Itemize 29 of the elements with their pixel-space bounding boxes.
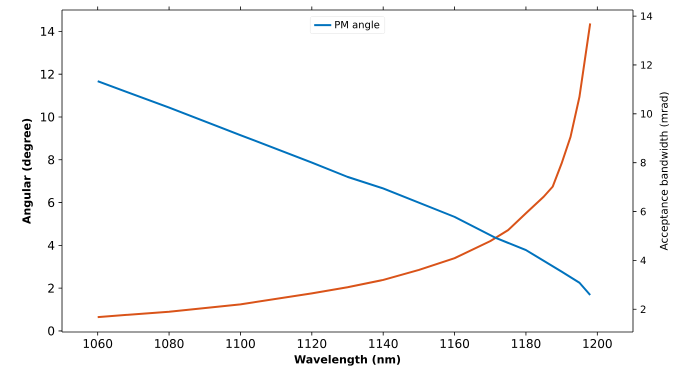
y-tick-label: 8 [48,155,54,164]
x-tick-label: 1200 [583,339,612,348]
y-tick-label: 4 [48,240,54,250]
y-tick-label: 14 [41,27,54,36]
y-tick-label: 2 [48,284,54,293]
x-tick-label: 1120 [298,339,326,348]
legend-label: PM angle [335,20,380,30]
y2-tick-label: 2 [640,306,646,313]
y2-tick-label: 12 [641,61,652,69]
line-series [96,22,592,318]
line-series [96,80,592,296]
y2-tick-label: 8 [640,158,646,166]
y-axis-title: Angular (degree) [22,118,33,224]
x-tick-label: 1100 [226,339,255,348]
x-tick-label: 1180 [512,339,540,348]
x-tick-label: 1080 [155,339,184,348]
y2-tick-label: 14 [641,12,652,20]
x-tick-label: 1060 [84,339,112,348]
y2-tick-label: 10 [641,110,652,118]
y2-axis-title: Acceptance bandwidth (mrad) [660,92,670,250]
x-tick-label: 1160 [440,339,470,348]
y-tick-label: 6 [48,198,54,208]
y2-tick-label: 6 [640,208,646,216]
y-tick-label: 10 [41,112,54,122]
x-tick-label: 1140 [369,339,398,348]
x-axis-title: Wavelength (nm) [294,354,400,366]
y2-tick-label: 4 [640,256,646,264]
y-tick-label: 0 [48,326,54,336]
y-tick-label: 12 [41,70,54,79]
